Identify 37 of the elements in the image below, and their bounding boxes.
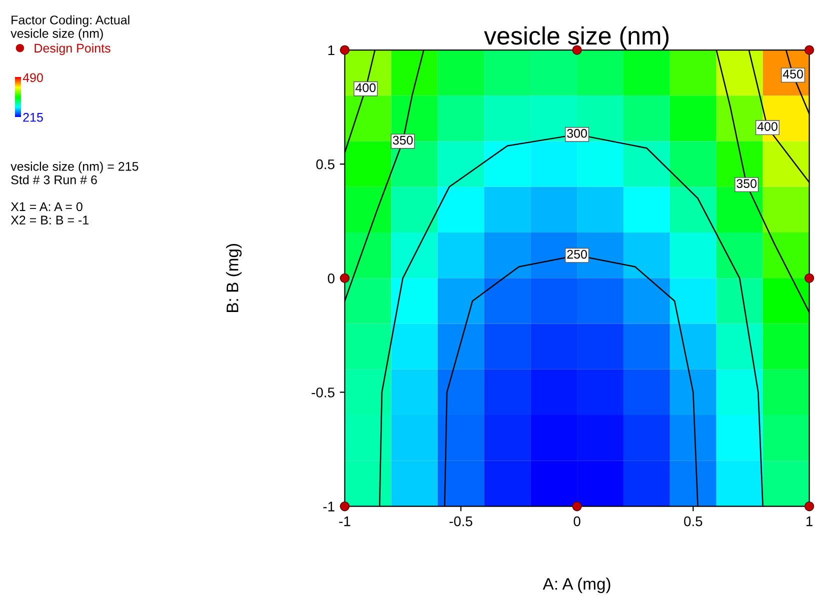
point: [572, 45, 582, 55]
point: [340, 273, 350, 283]
y-axis-title: B: B (mg): [226, 244, 242, 312]
point: [804, 273, 814, 283]
color-bar-label: 215: [23, 112, 43, 122]
color-bar-label: 490: [22, 73, 43, 82]
y-tick-label: -0.5: [312, 388, 334, 398]
y-tick-label: 0.5: [316, 159, 334, 170]
x-axis-title: A: A (mg): [542, 578, 610, 594]
legend-label: Design Points: [34, 43, 110, 56]
series-label: 400: [757, 122, 778, 131]
point: [804, 501, 814, 512]
x-tick-label: 0: [574, 516, 580, 526]
chart-title: vesicle size (nm): [484, 26, 669, 50]
y-tick-label: -1: [323, 502, 334, 512]
series-label: 300: [567, 128, 587, 138]
text: Factor Coding: Actual: [12, 15, 130, 27]
series-label: 450: [782, 70, 803, 78]
series-label: 350: [392, 136, 413, 145]
x-tick-label: 0.5: [684, 516, 702, 526]
point: [340, 45, 350, 55]
x-tick-label: 1: [806, 516, 812, 526]
text: X2 = B: B = -1: [10, 216, 88, 224]
point: [340, 501, 350, 512]
point: [804, 45, 814, 55]
x-tick-label: -0.5: [450, 516, 472, 526]
x-tick-label: -1: [339, 516, 350, 526]
series-label: 350: [736, 179, 757, 188]
text: X1 = A: A = 0: [10, 202, 82, 212]
text: Std # 3 Run # 6: [11, 175, 97, 184]
series-label: 250: [567, 250, 587, 259]
text: vesicle size (nm) = 215: [10, 162, 138, 174]
y-tick-label: 1: [328, 45, 334, 56]
color-bar-title: vesicle size (nm): [10, 28, 103, 40]
series-label: 400: [356, 83, 376, 92]
y-tick-label: 0: [328, 273, 334, 284]
point: [572, 501, 582, 512]
